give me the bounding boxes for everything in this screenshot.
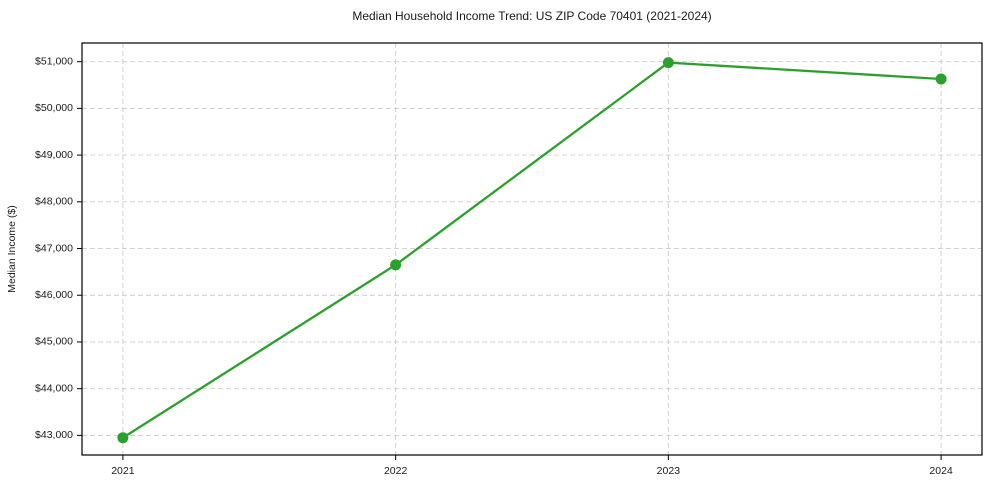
x-tick-label: 2023 — [657, 465, 681, 477]
gridlines — [82, 43, 982, 455]
x-tick-label: 2024 — [929, 465, 953, 477]
y-tick-label: $45,000 — [35, 336, 73, 348]
plot-border — [81, 42, 983, 456]
y-axis-label: Median Income ($) — [6, 205, 18, 293]
y-tick-label: $46,000 — [35, 289, 73, 301]
y-tick-label: $44,000 — [35, 382, 73, 394]
x-tick-label: 2022 — [384, 465, 408, 477]
data-point — [390, 259, 402, 271]
y-axis-ticks: $43,000 $44,000 $45,000 $46,000 $47,000 $48,0… — [35, 55, 82, 441]
x-axis-ticks: 2021 2022 2023 2024 — [111, 455, 953, 477]
x-tick-label: 2021 — [111, 465, 135, 477]
y-tick-label: $50,000 — [35, 102, 73, 114]
y-tick-label: $48,000 — [35, 196, 73, 208]
chart-title: Median Household Income Trend: US ZIP Co… — [352, 9, 711, 23]
y-tick-label: $47,000 — [35, 242, 73, 254]
trend-series — [117, 57, 947, 444]
y-tick-label: $49,000 — [35, 149, 73, 161]
data-point — [935, 73, 947, 85]
y-tick-label: $43,000 — [35, 429, 73, 441]
trend-line — [121, 61, 943, 439]
data-point — [662, 57, 674, 69]
data-point — [117, 432, 129, 444]
y-tick-label: $51,000 — [35, 55, 73, 67]
